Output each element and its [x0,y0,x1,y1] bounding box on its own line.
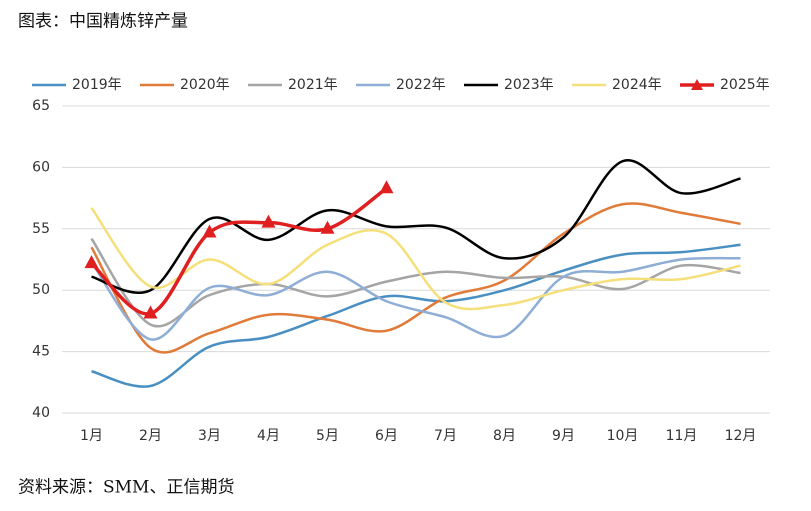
y-tick-label: 60 [32,159,50,175]
y-tick-label: 55 [32,221,50,237]
point-marker [84,255,99,269]
series-line [90,256,741,341]
y-tick-label: 50 [32,282,50,298]
legend-label: 2019年 [72,77,122,93]
source-note: 资料来源：SMM、正信期货 [18,478,234,498]
point-marker [320,220,335,234]
x-tick-label: 2月 [139,428,162,444]
x-tick-label: 6月 [375,428,398,444]
x-tick-label: 1月 [80,428,103,444]
point-marker [261,214,276,228]
y-tick-label: 45 [32,344,50,360]
legend-label: 2024年 [612,77,662,93]
legend-label: 2020年 [180,77,230,93]
series-line [90,202,741,354]
legend-label: 2021年 [288,77,338,93]
x-tick-label: 12月 [725,428,757,444]
y-tick-label: 40 [32,405,50,421]
point-marker [379,180,394,194]
x-tick-label: 10月 [607,428,639,444]
series-line [91,159,741,294]
x-tick-label: 7月 [434,428,457,444]
legend-label: 2025年 [720,77,770,93]
legend-marker [691,79,703,90]
x-tick-label: 9月 [552,428,575,444]
x-tick-label: 11月 [666,428,698,444]
legend-label: 2023年 [504,77,554,93]
x-tick-label: 4月 [257,428,280,444]
legend-label: 2022年 [396,77,446,93]
x-tick-label: 5月 [316,428,339,444]
series-line [91,243,741,388]
x-tick-label: 3月 [198,428,221,444]
chart-title: 图表：中国精炼锌产量 [18,12,188,32]
point-marker [143,305,158,319]
point-marker [202,224,217,238]
series-line [90,207,741,311]
y-tick-label: 65 [32,98,50,114]
x-tick-label: 8月 [493,428,516,444]
